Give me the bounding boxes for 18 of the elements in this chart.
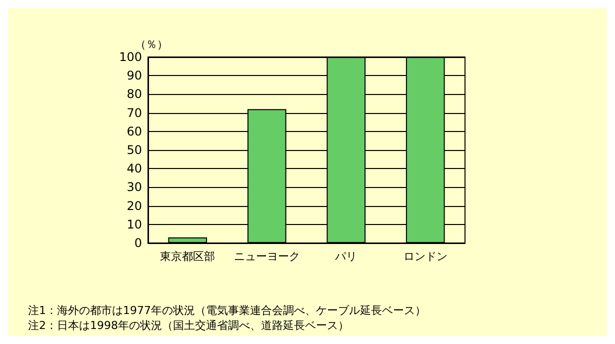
y-tick-label: 10	[126, 217, 142, 232]
x-tick-label: ニューヨーク	[234, 250, 300, 263]
y-tick-label: 80	[126, 87, 142, 102]
x-tick-label: 東京都区部	[160, 250, 216, 263]
y-tick-label: 0	[134, 236, 142, 250]
y-tick-label: 40	[126, 162, 142, 176]
y-tick-label: 50	[126, 143, 142, 157]
y-axis-title: （％）	[135, 38, 168, 51]
y-tick-label: 30	[126, 180, 142, 194]
y-tick-label: 60	[126, 124, 142, 138]
x-tick-label: ロンドン	[403, 250, 448, 263]
text: 注1：海外の都市は1977年の状況（電気事業連合会調べ、ケーブル延長ベース）	[28, 304, 426, 317]
y-tick-label: 70	[126, 106, 142, 120]
x-tick-label: パリ	[334, 250, 358, 263]
text: 注2：日本は1998年の状況（国土交通省調べ、道路延長ベース）	[28, 319, 349, 332]
y-tick-label: 20	[126, 198, 142, 213]
y-tick-label: 100	[119, 50, 142, 64]
y-tick-label: 90	[126, 68, 142, 83]
